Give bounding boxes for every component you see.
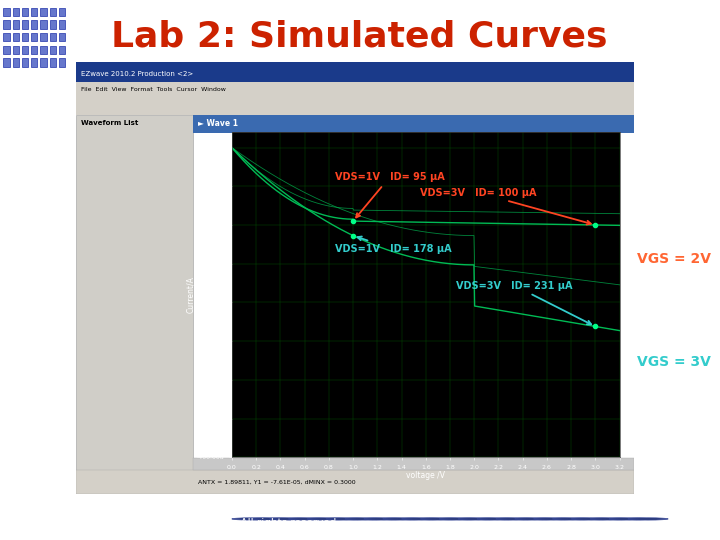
Bar [40,58,47,66]
Circle shape [477,518,517,520]
Text: VGS = 3V: VGS = 3V [637,355,711,369]
Bar [50,21,55,29]
Bar [76,62,634,82]
Circle shape [439,518,480,520]
Bar [13,45,19,54]
Bar [59,33,65,42]
Text: VDS=3V   ID= 100 μA: VDS=3V ID= 100 μA [420,187,591,225]
Bar [4,45,9,54]
Text: ANTX = 1.89811, Y1 = -7.61E-05, dMINX = 0.3000: ANTX = 1.89811, Y1 = -7.61E-05, dMINX = … [199,480,356,484]
Circle shape [590,518,631,520]
Circle shape [571,518,611,520]
Bar [22,8,28,16]
Circle shape [289,518,329,520]
Text: VGS = 2V: VGS = 2V [637,252,711,266]
Bar [22,58,28,66]
Text: Waveform List: Waveform List [81,120,138,126]
Bar [76,470,634,494]
Bar [22,21,28,29]
Circle shape [552,518,593,520]
Bar [193,458,634,470]
Circle shape [269,518,310,520]
Circle shape [402,518,442,520]
Text: VDS=3V   ID= 231 μA: VDS=3V ID= 231 μA [456,281,591,325]
Circle shape [307,518,348,520]
Circle shape [628,518,668,520]
Circle shape [326,518,366,520]
Bar [13,58,19,66]
Circle shape [232,518,272,520]
Bar [22,45,28,54]
Bar [4,21,9,29]
Bar [4,58,9,66]
Bar [13,33,19,42]
Text: VDS=1V   ID= 178 μA: VDS=1V ID= 178 μA [335,237,451,254]
Text: 2-4: 2-4 [677,516,702,530]
Bar [40,33,47,42]
Y-axis label: Current/A: Current/A [186,276,195,313]
Text: ► Wave 1: ► Wave 1 [199,119,238,129]
Circle shape [251,518,291,520]
Text: Copyright © 2005 Pearson Addison-Wesley. All rights reserved.: Copyright © 2005 Pearson Addison-Wesley.… [11,518,339,528]
Bar [31,8,37,16]
Bar [40,8,47,16]
Text: VDS=1V   ID= 95 μA: VDS=1V ID= 95 μA [335,172,445,218]
Bar [50,45,55,54]
Circle shape [345,518,385,520]
Text: File  Edit  View  Format  Tools  Cursor  Window: File Edit View Format Tools Cursor Windo… [81,87,226,92]
Bar [4,8,9,16]
Text: Lab 2: Simulated Curves: Lab 2: Simulated Curves [112,19,608,53]
Bar [31,21,37,29]
Bar [76,115,193,494]
Bar [50,8,55,16]
Bar [13,21,19,29]
Bar [31,58,37,66]
Bar [50,33,55,42]
Bar [193,115,634,133]
Bar [59,21,65,29]
Circle shape [515,518,555,520]
Bar [22,33,28,42]
Bar [50,58,55,66]
Circle shape [534,518,574,520]
Bar [40,21,47,29]
Bar [59,58,65,66]
Bar [76,82,634,98]
Circle shape [496,518,536,520]
Bar [40,45,47,54]
Bar [31,33,37,42]
Circle shape [364,518,404,520]
Bar [76,98,634,115]
Circle shape [420,518,461,520]
Bar [4,33,9,42]
Circle shape [458,518,498,520]
X-axis label: voltage /V: voltage /V [406,471,445,481]
Circle shape [383,518,423,520]
Circle shape [609,518,649,520]
Text: EZwave 2010.2 Production <2>: EZwave 2010.2 Production <2> [81,71,194,77]
Bar [59,45,65,54]
Bar [13,8,19,16]
Bar [59,8,65,16]
Bar [31,45,37,54]
